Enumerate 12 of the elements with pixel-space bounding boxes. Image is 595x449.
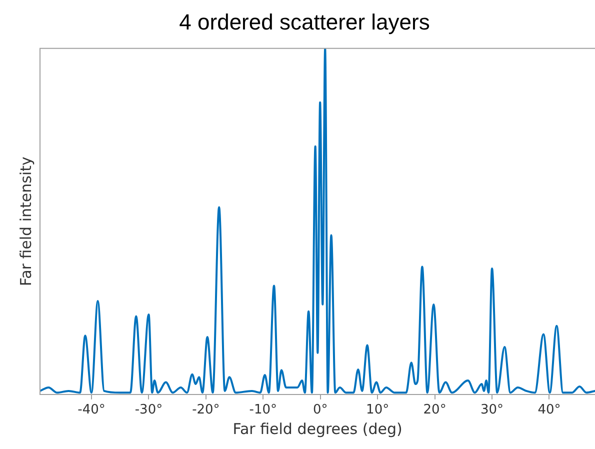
x-axis-title: Far field degrees (deg) xyxy=(232,420,402,438)
x-tick-label: 0° xyxy=(312,402,328,418)
y-axis-title: Far field intensity xyxy=(16,156,35,286)
x-tick-label: 40° xyxy=(538,402,561,418)
x-tick-label: -30° xyxy=(134,402,163,418)
x-tick-label: 20° xyxy=(423,402,446,418)
x-tick-label: -20° xyxy=(192,402,220,418)
x-tick-label: -10° xyxy=(249,402,278,418)
chart-title: 4 ordered scatterer layers xyxy=(179,9,430,34)
x-tick-label: 10° xyxy=(366,402,390,418)
x-tick-label: -40° xyxy=(78,402,106,418)
x-tick-label: 30° xyxy=(480,402,504,418)
